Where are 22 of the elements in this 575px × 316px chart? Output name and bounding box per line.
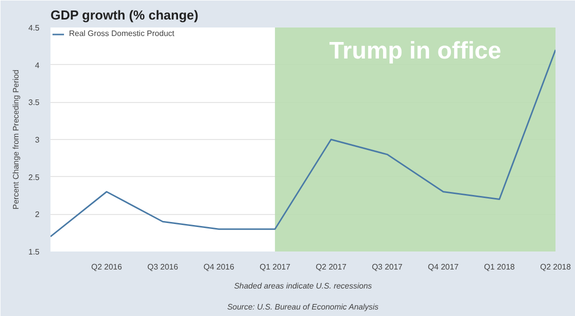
x-tick-label: Q2 2017 <box>316 262 347 272</box>
y-tick-label: 3.5 <box>28 98 40 108</box>
chart-title: GDP growth (% change) <box>50 8 198 22</box>
band-label: Trump in office <box>329 38 502 64</box>
x-tick-label: Q4 2017 <box>428 262 460 272</box>
source-note: Source: U.S. Bureau of Economic Analysis <box>227 302 379 312</box>
y-tick-label: 3 <box>35 136 40 144</box>
y-tick-label: 4.5 <box>28 24 40 32</box>
x-tick-label: Q1 2018 <box>484 262 516 272</box>
y-tick-label: 2 <box>35 210 40 220</box>
x-tick-label: Q4 2016 <box>203 262 235 272</box>
x-tick-label: Q3 2017 <box>372 262 404 272</box>
y-tick-label: 2.5 <box>28 172 40 182</box>
y-tick-label: 1.5 <box>28 248 40 256</box>
x-tick-label: Q1 2017 <box>260 262 291 272</box>
x-tick-label: Q2 2018 <box>540 262 572 272</box>
text: Shaded areas indicate U.S. recessions <box>234 282 372 290</box>
legend-label: Real Gross Domestic Product <box>69 29 174 38</box>
y-axis-title: Percent Change from Preceding Period <box>11 70 20 210</box>
x-tick-label: Q2 2016 <box>91 262 123 272</box>
x-tick-label: Q3 2016 <box>147 262 179 272</box>
y-tick-label: 4 <box>35 60 40 70</box>
